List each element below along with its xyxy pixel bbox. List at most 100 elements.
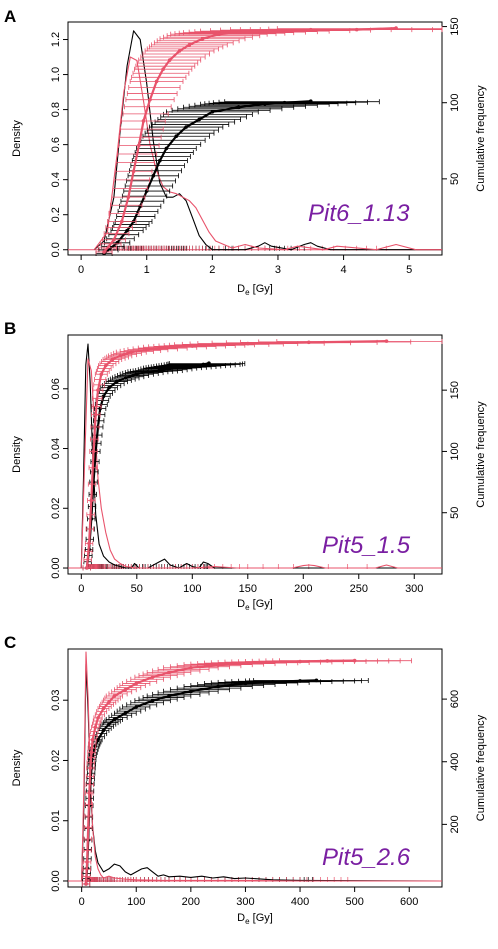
cumulative-point [184,125,188,129]
x-axis-label: De [Gy] [237,283,273,297]
y-tick-label-right: 50 [449,173,461,185]
cumulative-point [137,143,141,148]
y-tick-label-left: 0.4 [50,172,62,187]
y-tick-label-left: 0.0 [50,242,62,257]
plot-frame [67,21,443,256]
cumulative-line-black [85,362,210,569]
cumulative-point [384,339,389,343]
cumulative-point [150,698,155,703]
y-tick-label-right: 600 [449,690,461,708]
cumulative-line-pink [85,340,387,568]
cumulative-point [394,26,398,30]
cumulative-point [115,379,119,384]
cumulative-point [107,722,111,726]
y-tick-label-right: 150 [449,17,461,35]
cumulative-point [177,49,182,53]
cumulative-point [298,659,302,664]
panel-letter: A [4,7,16,26]
cumulative-point [210,110,215,114]
cumulative-point [86,825,91,830]
cumulative-point [134,705,139,709]
cumulative-point [216,662,220,667]
cumulative-point [236,105,241,110]
cumulative-point [131,169,136,174]
cumulative-point [354,27,359,32]
cumulative-series-pink [82,339,443,571]
cumulative-point [187,43,192,47]
y-tick-label-right: 50 [449,507,461,519]
cumulative-point [93,412,98,417]
x-tick-label: 2 [209,264,215,276]
y-axis-label-right: Cumulative frequency [475,714,487,821]
cumulative-point [200,36,205,41]
cumulative-series-pink [95,26,443,255]
cumulative-point [144,189,149,193]
cumulative-point [123,711,128,715]
x-tick-label: 400 [291,896,309,908]
y-tick-label-left: 0.04 [50,438,62,459]
x-axis-label: De [Gy] [237,598,273,612]
y-tick-label-left: 0.02 [50,498,62,519]
cumulative-point [89,498,94,503]
cumulative-point [157,368,161,373]
y-tick-label-right: 100 [449,442,461,460]
y-tick-label-right: 200 [449,815,461,833]
cumulative-line-pink [103,27,397,253]
cumulative-point [134,681,139,686]
y-tick-label-left: 0.06 [50,378,62,399]
cumulative-point [201,362,206,367]
cumulative-point [129,350,134,354]
panel-letter: B [4,319,16,338]
y-axis-label-right: Cumulative frequency [475,85,487,192]
cumulative-point [282,100,287,105]
x-tick-label: 600 [400,896,418,908]
cumulative-point [87,791,92,795]
x-tick-label: 500 [345,896,363,908]
cumulative-point [135,372,139,377]
y-tick-label-right: 400 [449,753,461,771]
cumulative-point [93,725,98,730]
cumulative-point [101,706,106,711]
cumulative-series-black [82,361,246,571]
cumulative-point [90,738,95,742]
y-axis-label-left: Density [11,436,23,473]
y-axis-label-left: Density [11,749,23,786]
cumulative-point [168,366,172,370]
x-tick-label: 50 [131,583,143,595]
cumulative-point [101,728,106,733]
cumulative-point [167,670,171,675]
density-line-pink [81,651,442,882]
cumulative-point [85,860,89,864]
cumulative-point [85,566,89,570]
cumulative-point [146,347,150,352]
y-axis-label-right: Cumulative frequency [475,401,487,508]
cumulative-point [98,406,102,411]
x-tick-label: 150 [239,583,257,595]
panel-annotation: Pit6_1.13 [308,200,410,227]
cumulative-point [168,345,172,350]
cumulative-point [96,738,100,742]
cumulative-point [154,79,159,84]
y-tick-label-right: 100 [449,94,461,112]
y-tick-label-right: 150 [449,381,461,399]
cumulative-point [148,97,152,102]
cumulative-point [270,680,275,684]
cumulative-point [102,250,106,254]
cumulative-point [151,174,156,178]
x-tick-label: 250 [350,583,368,595]
cumulative-point [236,30,241,35]
x-tick-label: 300 [236,896,254,908]
panel-letter: C [4,633,16,652]
panel-a: A 0 1 2 3 4 5 0.0 0.2 0.4 0.6 0.8 1.0 1.2 50 100 150 Dens… [4,7,487,297]
cumulative-point [212,343,217,347]
panel-c: C 0 100 200 300 400 500 600 0.00 0.01 0.02 0.03 200 4… [4,633,487,926]
y-tick-label-left: 1.2 [50,32,62,47]
x-tick-label: 1 [144,264,150,276]
cumulative-point [107,700,111,705]
panel-annotation: Pit5_2.6 [322,844,411,871]
x-tick-label: 5 [406,264,412,276]
y-tick-label-left: 0.03 [50,690,62,711]
cumulative-point [101,394,106,399]
y-tick-label-left: 0.02 [50,750,62,771]
